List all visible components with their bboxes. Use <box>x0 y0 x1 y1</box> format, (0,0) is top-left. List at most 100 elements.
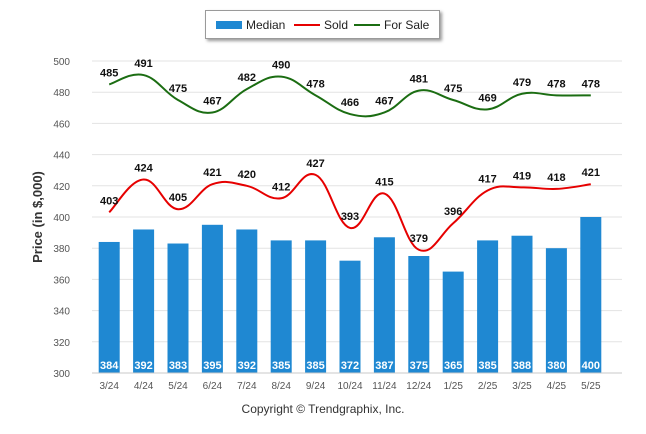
for-sale-value-label: 475 <box>169 83 187 95</box>
bar-value-label: 387 <box>375 360 393 372</box>
x-tick-label: 4/25 <box>547 381 567 392</box>
bar-value-label: 400 <box>582 360 600 372</box>
x-tick-label: 3/24 <box>99 381 119 392</box>
bar-value-label: 380 <box>547 360 565 372</box>
x-tick-label: 6/24 <box>203 381 223 392</box>
y-tick-label: 500 <box>53 57 70 68</box>
bar-median <box>133 229 155 373</box>
for-sale-value-label: 475 <box>444 83 462 95</box>
sold-value-label: 419 <box>513 170 531 182</box>
x-tick-label: 1/25 <box>443 381 463 392</box>
axes: 300 320 340 360 380 400 420 440 460 480 500 3/24 4/2… <box>53 57 622 392</box>
for-sale-value-label: 481 <box>410 74 428 86</box>
bar-value-label: 384 <box>100 360 119 372</box>
sold-value-label: 405 <box>169 192 187 204</box>
bar-value-label: 388 <box>513 360 531 372</box>
for-sale-value-label: 467 <box>375 95 393 107</box>
x-tick-label: 11/24 <box>372 381 397 392</box>
y-tick-label: 340 <box>53 307 70 318</box>
y-tick-label: 400 <box>53 213 70 224</box>
sold-swatch <box>294 24 320 26</box>
for-sale-value-label: 478 <box>582 78 600 90</box>
x-tick-label: 3/25 <box>512 381 532 392</box>
for-sale-value-label: 469 <box>478 92 496 104</box>
bar-median <box>442 271 464 373</box>
bar-value-label: 395 <box>203 360 221 372</box>
sold-value-label: 396 <box>444 206 462 218</box>
sold-value-label: 418 <box>547 172 565 184</box>
bar-median <box>305 240 327 373</box>
x-tick-label: 12/24 <box>406 381 431 392</box>
grid <box>50 60 622 374</box>
y-tick-label: 440 <box>53 151 70 162</box>
bar-median <box>167 243 189 373</box>
x-tick-label: 5/25 <box>581 381 601 392</box>
legend-forsale-label: For Sale <box>384 18 430 32</box>
sold-value-label: 412 <box>272 181 290 193</box>
bar-median <box>98 241 120 373</box>
bar-median <box>545 248 567 373</box>
bar-value-label: 392 <box>134 360 152 372</box>
bar-value-label: 383 <box>169 360 187 372</box>
for-sale-value-label: 490 <box>272 60 290 72</box>
for-sale-value-label: 467 <box>203 95 221 107</box>
legend-sold-label: Sold <box>324 18 349 32</box>
bar-median <box>477 240 499 373</box>
bar-value-label: 385 <box>272 360 290 372</box>
bar-median <box>270 240 292 373</box>
bar-median <box>580 217 602 373</box>
axis-break <box>50 126 622 152</box>
sold-value-label: 424 <box>134 163 153 175</box>
median-swatch <box>216 21 242 29</box>
bar-value-label: 365 <box>444 360 462 372</box>
y-tick-label: 320 <box>53 338 70 349</box>
bar-value-label: 385 <box>306 360 324 372</box>
y-tick-label: 360 <box>53 275 70 286</box>
bar-median <box>236 229 258 373</box>
bar-value-label: 372 <box>341 360 359 372</box>
sold-line <box>108 173 591 252</box>
bar-median <box>511 235 533 373</box>
sold-value-label: 417 <box>478 173 496 185</box>
y-tick-label: 420 <box>53 182 70 193</box>
legend: Median Sold For Sale <box>205 10 440 39</box>
sold-value-label: 421 <box>203 167 221 179</box>
x-tick-label: 5/24 <box>168 381 188 392</box>
for-sale-value-label: 479 <box>513 77 531 89</box>
legend-median-label: Median <box>246 18 286 32</box>
bar-value-label: 385 <box>478 360 496 372</box>
x-tick-label: 7/24 <box>237 381 257 392</box>
sold-value-label: 403 <box>100 195 118 207</box>
bar-median <box>339 260 361 373</box>
sold-value-label: 393 <box>341 211 359 223</box>
labels: 384 392 383 395 392 385 385 372 387 375 365 385 388 3… <box>100 58 600 372</box>
for-sale-value-label: 485 <box>100 67 118 79</box>
bar-median <box>373 237 395 373</box>
x-tick-label: 2/25 <box>478 381 498 392</box>
for-sale-line <box>108 73 591 118</box>
lines <box>108 73 591 252</box>
bar-median <box>201 224 223 373</box>
copyright-text: Copyright © Trendgraphix, Inc. <box>241 402 405 416</box>
bar-value-label: 375 <box>410 360 428 372</box>
sold-value-label: 427 <box>306 158 324 170</box>
bar-value-label: 392 <box>238 360 256 372</box>
x-tick-label: 8/24 <box>271 381 291 392</box>
bars <box>98 217 602 373</box>
for-sale-value-label: 478 <box>547 78 565 90</box>
x-tick-label: 4/24 <box>134 381 154 392</box>
for-sale-value-label: 478 <box>306 78 324 90</box>
y-tick-label: 460 <box>53 119 70 130</box>
sold-value-label: 415 <box>375 177 393 189</box>
y-tick-label: 480 <box>53 88 70 99</box>
y-tick-label: 380 <box>53 244 70 255</box>
bar-median <box>408 256 430 373</box>
sold-value-label: 421 <box>582 167 600 179</box>
sold-value-label: 379 <box>410 233 428 245</box>
y-tick-label: 300 <box>53 369 70 380</box>
x-tick-label: 10/24 <box>337 381 362 392</box>
x-tick-label: 9/24 <box>306 381 326 392</box>
y-axis-label: Price (in $,000) <box>30 171 45 263</box>
for-sale-value-label: 466 <box>341 97 359 109</box>
